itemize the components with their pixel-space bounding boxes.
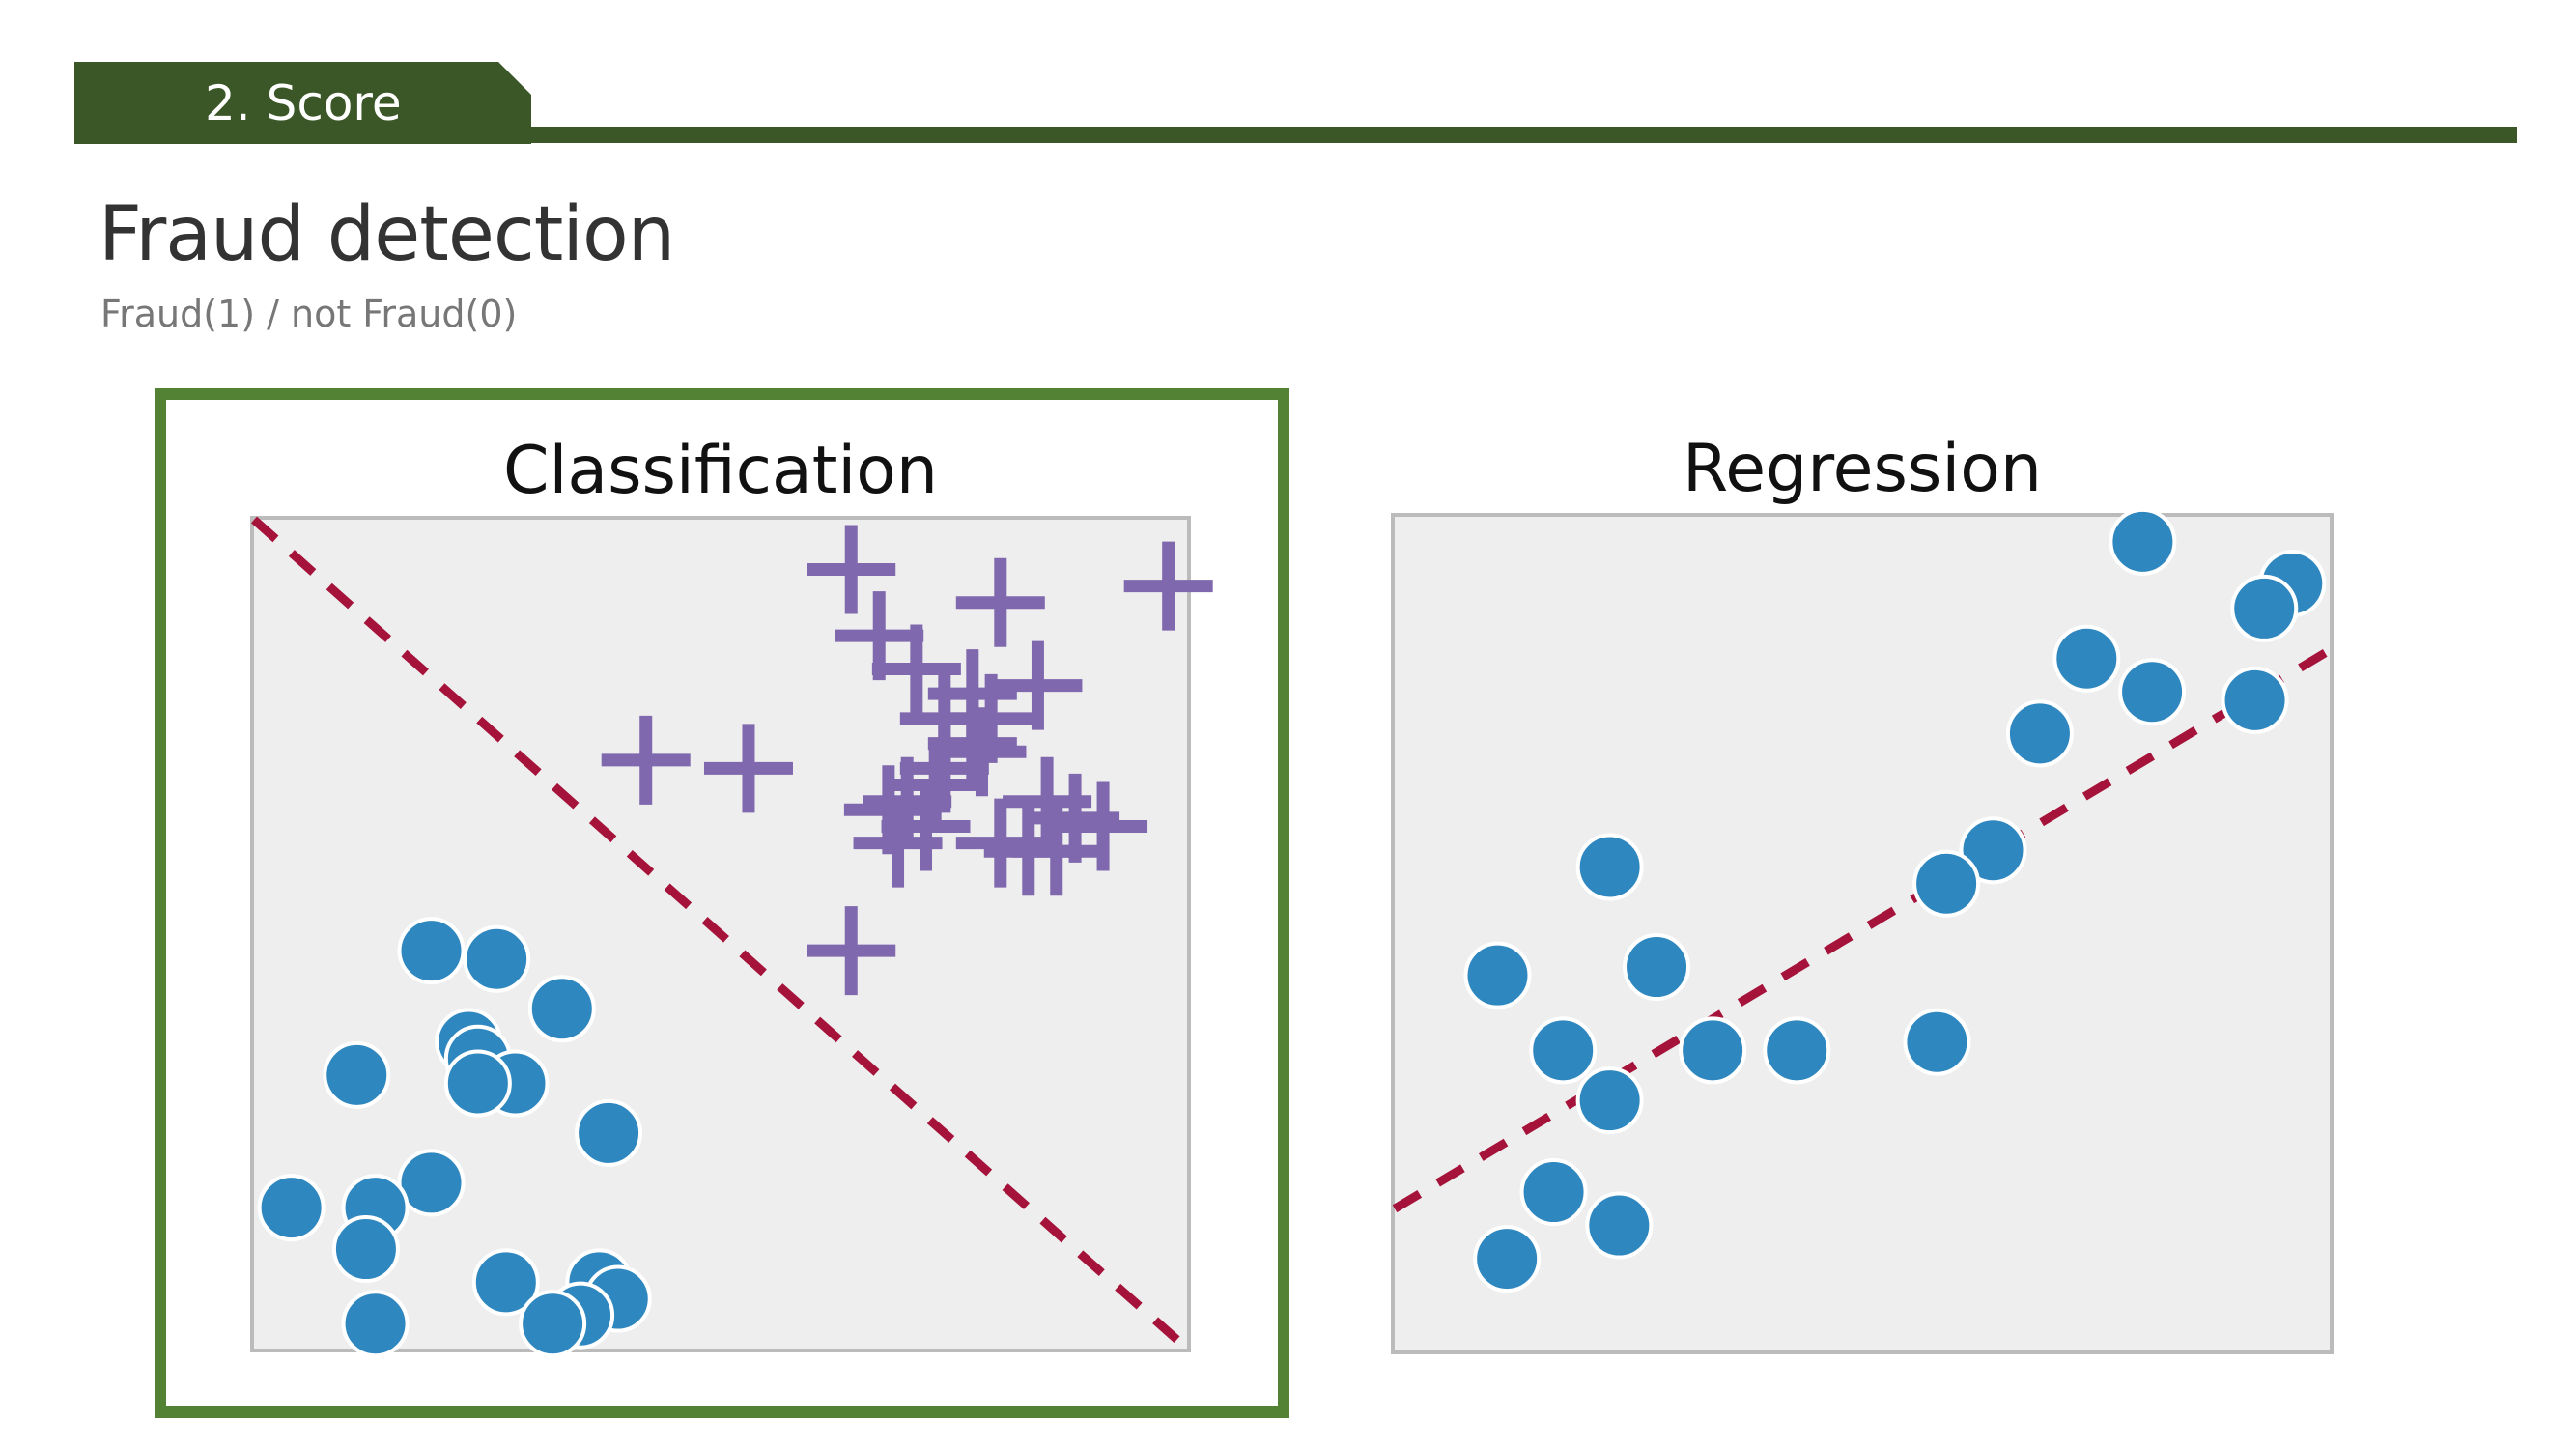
regression-point xyxy=(1585,1191,1654,1260)
class-1-point xyxy=(601,715,691,805)
regression-point xyxy=(2118,658,2187,726)
regression-point xyxy=(1575,833,1644,901)
regression-point xyxy=(1903,1008,1971,1076)
regression-title: Regression xyxy=(1683,431,2042,507)
regression-point xyxy=(2052,624,2121,693)
regression-point xyxy=(2005,699,2074,768)
regression-point xyxy=(1763,1016,1831,1085)
class-0-point xyxy=(463,924,531,993)
regression-point xyxy=(1575,1066,1644,1135)
class-1-point xyxy=(853,798,943,888)
class-0-point xyxy=(341,1290,410,1358)
regression-point xyxy=(2221,666,2289,734)
regression-points xyxy=(1463,507,2327,1293)
class-0-point xyxy=(323,1040,391,1109)
page-subtitle: Fraud(1) / not Fraud(0) xyxy=(100,293,518,335)
class-0-point xyxy=(575,1098,643,1167)
regression-panel: Regression xyxy=(1391,431,2334,1354)
class-1-point xyxy=(807,525,896,614)
selected-panel-frame xyxy=(155,388,1289,1418)
classification-panel: Classification xyxy=(250,433,1213,1358)
regression-point xyxy=(1912,849,1981,918)
class-0-point xyxy=(527,975,596,1043)
regression-point xyxy=(1959,816,2027,885)
regression-point xyxy=(1463,941,1532,1009)
class-1-point xyxy=(1059,781,1148,871)
class-0-point xyxy=(257,1174,326,1242)
class-0-point xyxy=(397,917,466,985)
class-1-point xyxy=(955,557,1045,647)
class-1-point xyxy=(703,724,793,813)
regression-point xyxy=(1519,1158,1588,1227)
class-1-point xyxy=(871,624,961,714)
regression-point xyxy=(1473,1225,1542,1293)
classification-title: Classification xyxy=(503,433,938,509)
section-header-bar xyxy=(74,62,2517,144)
section-tab-shape xyxy=(74,62,531,144)
class-0-point xyxy=(443,1049,512,1118)
class-0-point xyxy=(519,1290,587,1358)
class-0-point xyxy=(331,1215,400,1284)
regression-point xyxy=(1623,933,1691,1002)
regression-plot-area xyxy=(1391,513,2334,1354)
class-1-point xyxy=(993,640,1083,730)
classification-decision-boundary xyxy=(251,516,1190,1352)
class-0-point xyxy=(471,1248,540,1317)
page-title: Fraud detection xyxy=(99,191,675,278)
regression-point xyxy=(2109,507,2177,576)
class-1-point xyxy=(807,906,896,996)
section-rule-line xyxy=(531,127,2517,143)
regression-point xyxy=(2230,574,2299,642)
regression-point xyxy=(1529,1016,1598,1085)
section-label: 2. Score xyxy=(205,75,402,131)
class-1-point xyxy=(955,798,1045,888)
regression-point xyxy=(1679,1016,1747,1085)
regression-fit-line xyxy=(1392,646,2333,1213)
class-0-point xyxy=(397,1149,466,1217)
class-1-point xyxy=(1123,541,1213,631)
classification-class-0-points xyxy=(257,917,652,1358)
class-1-point xyxy=(937,707,1027,797)
classification-class-1-points xyxy=(601,525,1213,996)
